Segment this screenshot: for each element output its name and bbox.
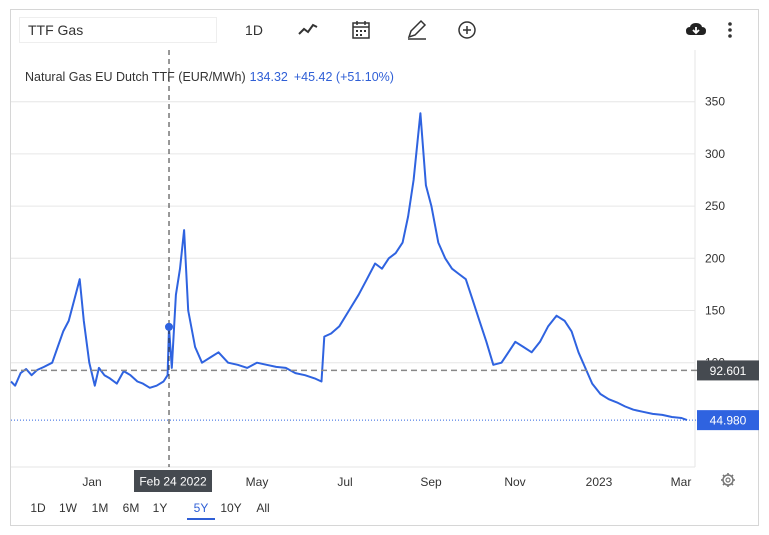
x-tick-label-2023: 2023 <box>586 475 613 489</box>
more-options-icon[interactable] <box>725 18 741 42</box>
add-indicator-icon[interactable] <box>457 18 479 42</box>
y-tick-label-300: 300 <box>705 147 725 161</box>
range-all[interactable]: All <box>256 501 270 515</box>
range-1d[interactable]: 1D <box>30 501 46 515</box>
instrument-name: Natural Gas EU Dutch TTF (EUR/MWh) <box>25 70 246 84</box>
x-tick-label-may: May <box>246 475 269 489</box>
x-tick-label-nov: Nov <box>504 475 525 489</box>
x-tick-label-jul: Jul <box>337 475 352 489</box>
range-1m[interactable]: 1M <box>91 501 109 515</box>
symbol-search-input[interactable]: TTF Gas <box>19 17 217 43</box>
y-tick-label-250: 250 <box>705 199 725 213</box>
chart-widget: TTF Gas 1D Natural Gas EU Dutch TTF (EUR… <box>10 9 759 526</box>
chart-type-icon[interactable] <box>297 18 321 42</box>
reference-price-badge <box>697 360 759 381</box>
crosshair-date-badge <box>134 470 213 492</box>
y-tick-label-200: 200 <box>705 251 725 265</box>
range-1y[interactable]: 1Y <box>152 501 168 515</box>
calendar-icon[interactable] <box>351 18 375 42</box>
y-tick-label-350: 350 <box>705 95 725 109</box>
price-series-line <box>10 112 688 422</box>
range-10y[interactable]: 10Y <box>220 501 242 515</box>
cloud-download-icon[interactable] <box>685 18 709 42</box>
reference-price-label: 92.601 <box>710 364 747 378</box>
crosshair-marker <box>165 322 174 331</box>
draw-pencil-icon[interactable] <box>405 18 431 42</box>
range-5y[interactable]: 5Y <box>187 498 215 520</box>
crosshair-date-label: Feb 24 2022 <box>139 475 207 489</box>
interval-button[interactable]: 1D <box>245 22 263 38</box>
last-price-label: 44.980 <box>710 414 747 428</box>
range-6m[interactable]: 6M <box>122 501 140 515</box>
x-tick-label-jan: Jan <box>82 475 101 489</box>
chart-header: Natural Gas EU Dutch TTF (EUR/MWh) 134.32… <box>25 70 394 84</box>
range-1w[interactable]: 1W <box>59 501 77 515</box>
x-tick-label-mar: Mar <box>671 475 692 489</box>
y-tick-label-150: 150 <box>705 304 725 318</box>
settings-gear-icon[interactable] <box>721 473 735 487</box>
instrument-value: 134.32 <box>249 70 288 84</box>
instrument-change: +45.42 (+51.10%) <box>293 70 394 84</box>
toolbar: TTF Gas 1D <box>11 10 758 50</box>
last-price-badge <box>697 410 759 431</box>
x-tick-label-sep: Sep <box>420 475 442 489</box>
